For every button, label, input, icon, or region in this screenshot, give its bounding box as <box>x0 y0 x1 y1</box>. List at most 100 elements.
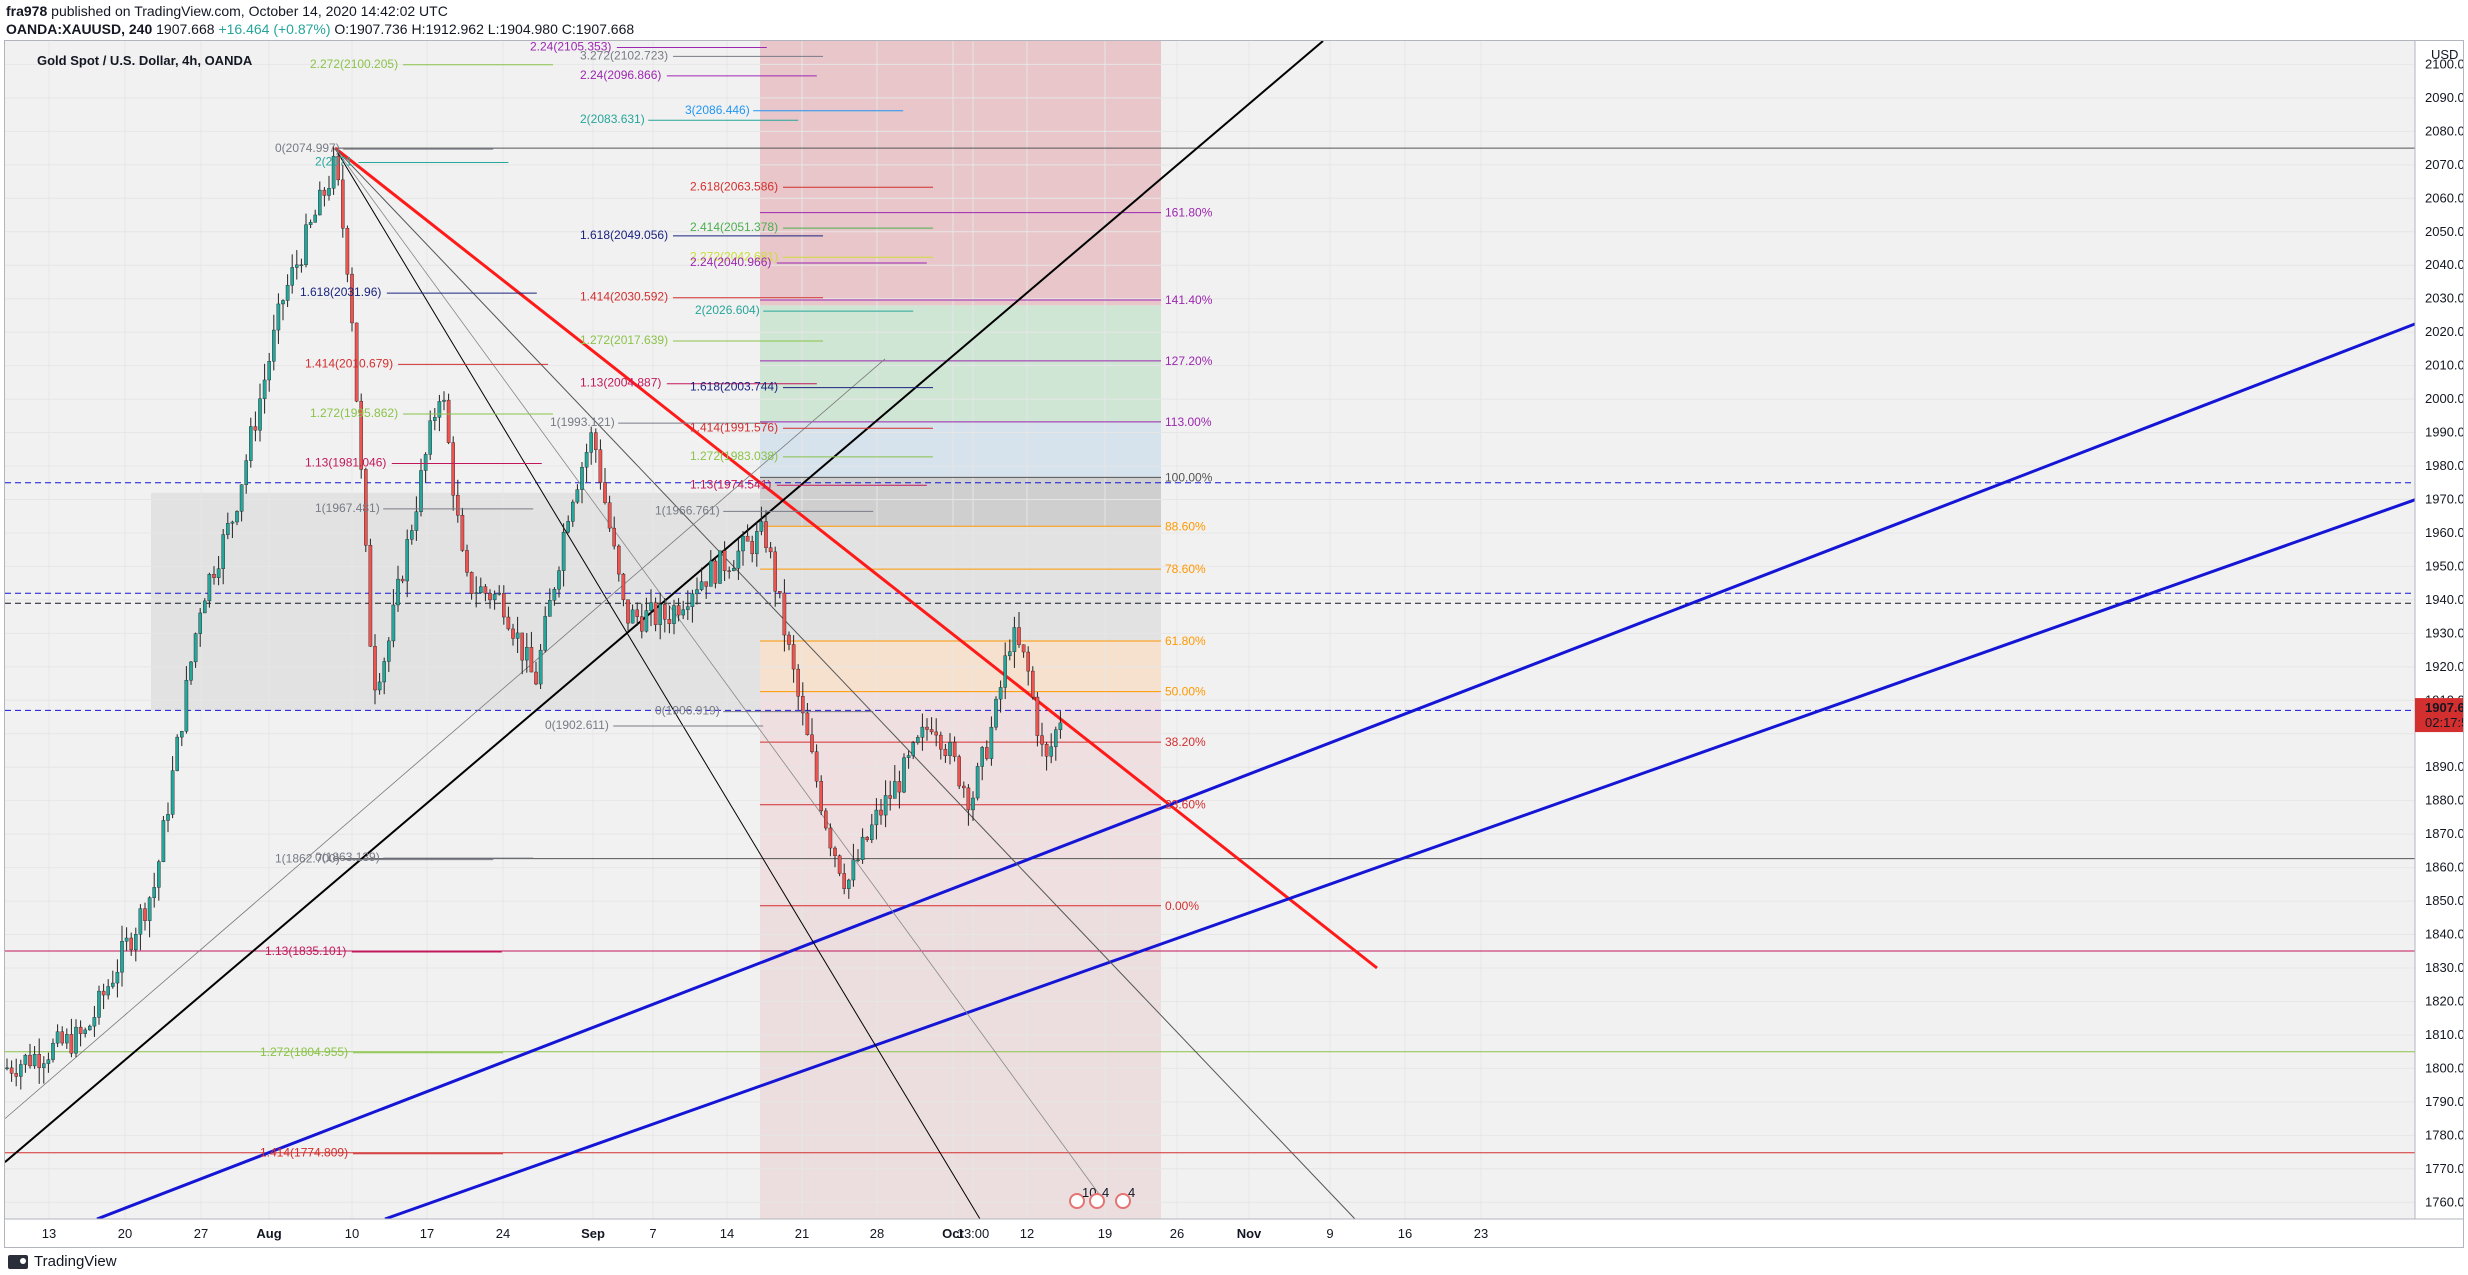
candle-body <box>92 1017 97 1027</box>
candle-body <box>741 535 745 552</box>
ohlc-low: L:1904.980 <box>487 21 558 37</box>
candle-body <box>18 1064 23 1077</box>
price-tick-label: 2030.000 <box>2425 291 2463 306</box>
candle-body <box>906 755 911 758</box>
candle-body <box>791 644 796 670</box>
price-axis-bg <box>2415 41 2463 1247</box>
candlesticks <box>5 146 1063 1090</box>
fib-extension-label: 1(1862.700) <box>275 852 340 866</box>
candle-body <box>469 572 474 594</box>
price-tick-label: 1760.000 <box>2425 1194 2463 1209</box>
fib-extension-label: 0(1863.139) <box>315 850 380 864</box>
trendline <box>96 303 2463 1221</box>
price-tick-label: 1970.000 <box>2425 491 2463 506</box>
candle-body <box>318 189 322 216</box>
fib-extension-label: 1(1993.121) <box>550 415 615 429</box>
candle-body <box>410 530 414 540</box>
price-tick-label: 1870.000 <box>2425 826 2463 841</box>
fib-extension-label: 1.13(1974.541) <box>690 477 771 491</box>
chart-area[interactable]: 0.00% 23.60% 38.20% 50.00% 61.80% 78.60% 88.60… <box>4 40 2464 1248</box>
event-count: 4 <box>1128 1185 1135 1200</box>
candle-body <box>598 449 603 483</box>
chart-legend-title: Gold Spot / U.S. Dollar, 4h, OANDA <box>37 53 253 68</box>
candle-body <box>230 521 235 524</box>
candle-body <box>46 1059 51 1064</box>
last-price-badge <box>2415 698 2463 733</box>
candle-body <box>129 937 133 951</box>
candle-body <box>709 560 713 587</box>
candle-body <box>295 264 299 268</box>
fib-extension-label: 1.272(1983.038) <box>690 449 778 463</box>
candle-body <box>584 452 589 468</box>
candle-body <box>331 155 336 189</box>
footer: TradingView <box>0 1248 2468 1275</box>
candle-body <box>456 495 460 516</box>
symbol-name: OANDA:XAUUSD, 240 <box>6 21 153 37</box>
candle-body <box>1040 735 1044 745</box>
candle-body <box>998 687 1003 700</box>
fib-level-label: 141.40% <box>1165 293 1213 307</box>
candle-body <box>934 731 938 736</box>
candle-body <box>718 550 722 584</box>
candle-body <box>952 742 957 757</box>
trendline <box>334 147 1356 1220</box>
candle-body <box>198 612 203 634</box>
candle-body <box>345 228 350 275</box>
candle-body <box>1003 655 1007 688</box>
fib-extension-label: 0(1902.611) <box>545 718 609 732</box>
candle-body <box>980 747 984 767</box>
ohlc-open: O:1907.736 <box>334 21 408 37</box>
candle-body <box>782 592 787 636</box>
candle-body <box>419 470 423 512</box>
candle-body <box>732 568 736 571</box>
trendline <box>334 146 1378 970</box>
tradingview-logo[interactable]: TradingView <box>8 1253 117 1270</box>
time-tick-label: 16 <box>1398 1226 1412 1241</box>
fib-level-label: 161.80% <box>1165 206 1213 220</box>
candle-body <box>663 604 667 620</box>
price-chart[interactable]: 0.00% 23.60% 38.20% 50.00% 61.80% 78.60% 88.60… <box>5 41 2463 1247</box>
price-tick-label: 1950.000 <box>2425 558 2463 573</box>
chart-header: fra978 published on TradingView.com, Oct… <box>0 0 2468 40</box>
time-tick-label: 26 <box>1170 1226 1184 1241</box>
candle-body <box>805 712 810 736</box>
candle-body <box>971 797 975 811</box>
candle-body <box>897 781 902 793</box>
fib-level-label: 23.60% <box>1165 798 1206 812</box>
candle-body <box>152 887 157 898</box>
candle-body <box>69 1034 74 1054</box>
zone-100-113 <box>760 422 1161 478</box>
candle-body <box>341 179 345 229</box>
time-tick-label: Nov <box>1237 1226 1262 1241</box>
price-tick-label: 2010.000 <box>2425 358 2463 373</box>
price-tick-label: 2000.000 <box>2425 391 2463 406</box>
price-tick-label: 2040.000 <box>2425 257 2463 272</box>
candle-body <box>644 610 649 632</box>
candle-body <box>37 1054 41 1068</box>
candle-body <box>1049 746 1053 757</box>
fib-level-label: 61.80% <box>1165 634 1206 648</box>
fib-extension-label: 1.272(2017.639) <box>580 333 668 347</box>
candle-body <box>170 770 175 815</box>
candle-body <box>750 540 754 555</box>
candle-body <box>1012 627 1017 652</box>
author-name[interactable]: fra978 <box>6 3 48 19</box>
candle-body <box>442 399 446 402</box>
price-tick-label: 1780.000 <box>2425 1127 2463 1142</box>
candle-body <box>520 632 524 661</box>
candle-body <box>842 873 846 889</box>
candle-body <box>322 189 327 196</box>
zone-113-141 <box>760 305 1161 423</box>
time-tick-label: Aug <box>256 1226 281 1241</box>
candle-body <box>497 593 502 595</box>
candle-body <box>1030 670 1035 698</box>
candle-body <box>837 855 842 874</box>
candle-body <box>667 618 672 624</box>
zone-below <box>760 905 1161 1247</box>
fib-extension-label: 1.618(2049.056) <box>580 228 668 242</box>
fib-labels: 0.00% 23.60% 38.20% 50.00% 61.80% 78.60% 88.60… <box>260 41 1213 1160</box>
price-tick-label: 2050.000 <box>2425 224 2463 239</box>
candle-body <box>699 581 704 590</box>
publish-info: fra978 published on TradingView.com, Oct… <box>6 3 448 19</box>
candle-body <box>5 1067 9 1070</box>
